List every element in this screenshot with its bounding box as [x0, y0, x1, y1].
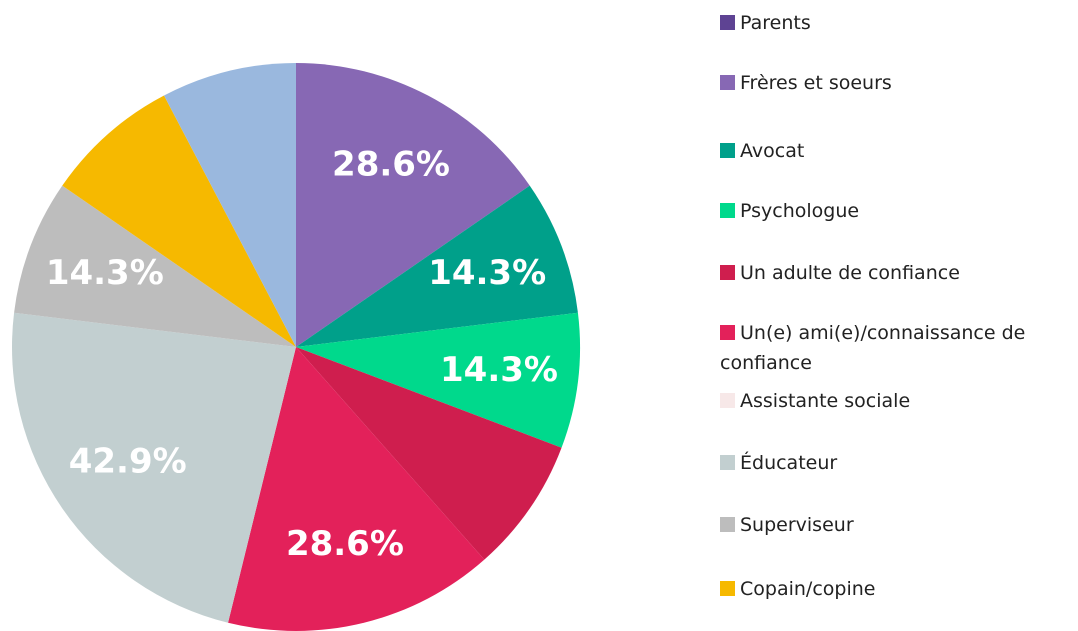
- pie-slice: [296, 63, 530, 347]
- legend-label: Éducateur: [740, 452, 838, 474]
- data-label: 28.6%: [286, 524, 404, 564]
- legend-item: Un(e) ami(e)/connaissance de confiance: [720, 318, 1070, 378]
- legend-item: Éducateur: [720, 448, 1070, 478]
- legend-swatch: [720, 143, 735, 158]
- legend-swatch: [720, 75, 735, 90]
- legend-swatch: [720, 581, 735, 596]
- data-label: 28.6%: [332, 144, 450, 184]
- legend-swatch: [720, 265, 735, 280]
- legend-item: Superviseur: [720, 510, 1070, 540]
- pie-slice: [228, 347, 485, 631]
- data-label: 14.3%: [46, 253, 164, 293]
- pie-slice: [296, 347, 562, 560]
- pie-slice: [14, 185, 297, 347]
- legend-label: Frères et soeurs: [740, 72, 892, 94]
- legend-label: Psychologue: [740, 200, 860, 222]
- legend-item: Psychologue: [720, 196, 1070, 226]
- pie-slice: [62, 95, 296, 347]
- legend-swatch: [720, 325, 735, 340]
- legend-swatch: [720, 455, 735, 470]
- legend-label: Parents: [740, 12, 811, 34]
- data-label: 14.3%: [428, 253, 546, 293]
- legend-swatch: [720, 15, 735, 30]
- legend-swatch: [720, 393, 735, 408]
- legend-item: Copain/copine: [720, 574, 1070, 604]
- legend-label: Un adulte de confiance: [740, 262, 960, 284]
- legend-swatch: [720, 517, 735, 532]
- legend-item: Assistante sociale: [720, 386, 1070, 416]
- legend-label: Un(e) ami(e)/connaissance de confiance: [720, 322, 1026, 374]
- pie-slice: [296, 312, 580, 448]
- legend-label: Superviseur: [740, 514, 854, 536]
- pie-area: 28.6% 14.3% 14.3% 28.6% 42.9% 14.3%: [11, 63, 580, 631]
- pie-slice: [164, 63, 296, 347]
- legend-item: Frères et soeurs: [720, 68, 1070, 98]
- legend-swatch: [720, 203, 735, 218]
- legend-label: Assistante sociale: [740, 390, 911, 412]
- pie-slice: [11, 312, 297, 623]
- legend-item: Parents: [720, 8, 1070, 38]
- legend-label: Copain/copine: [740, 578, 876, 600]
- legend-label: Avocat: [740, 140, 805, 162]
- data-label: 42.9%: [69, 442, 187, 482]
- pie-slice: [296, 185, 578, 347]
- legend-item: Un adulte de confiance: [720, 258, 1070, 288]
- data-label: 14.3%: [440, 350, 558, 390]
- legend-item: Avocat: [720, 136, 1070, 166]
